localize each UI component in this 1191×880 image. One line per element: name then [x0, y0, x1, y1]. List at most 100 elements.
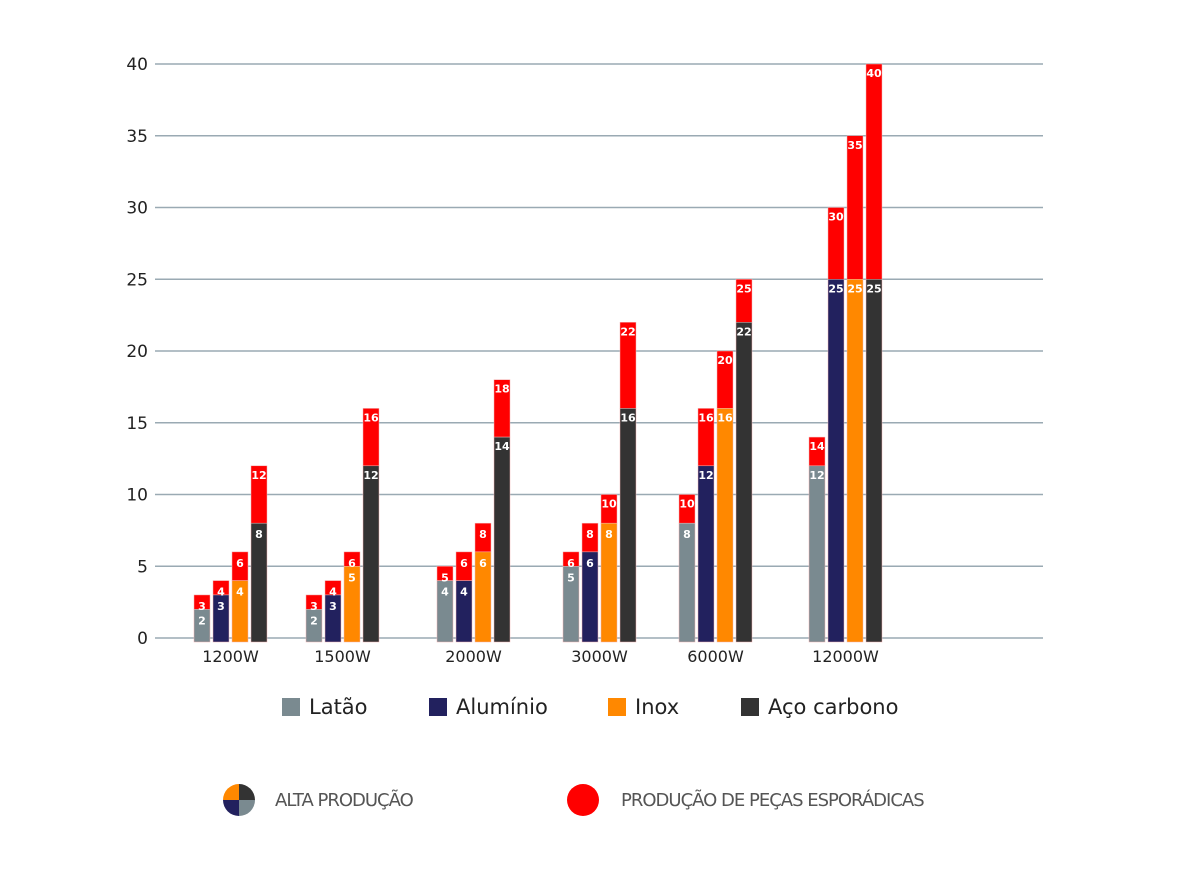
legend-label: Aço carbono: [768, 695, 899, 719]
data-label-high: 25: [866, 282, 881, 295]
data-label-high: 22: [736, 325, 751, 338]
x-tick-label: 12000W: [812, 647, 879, 666]
data-label-high: 12: [363, 469, 378, 482]
y-tick-label: 10: [126, 486, 148, 506]
gridlines: [155, 63, 1043, 639]
bar-high-Latão: [808, 465, 826, 643]
data-label-high: 4: [236, 586, 244, 599]
bar-high-Latão: [193, 609, 211, 643]
data-label-sporadic: 6: [460, 557, 468, 570]
bar-high-Latão: [436, 580, 454, 643]
production-mode-legend: ALTA PRODUÇÃO PRODUÇÃO DE PEÇAS ESPORÁDI…: [0, 780, 1191, 820]
data-label-high: 12: [809, 469, 824, 482]
bar-sporadic-Inox: [846, 135, 864, 280]
y-tick-label: 20: [126, 342, 148, 362]
legend-label: Latão: [309, 695, 368, 719]
data-label-sporadic: 10: [679, 498, 695, 511]
data-label-sporadic: 25: [736, 282, 751, 295]
legend-item-aluminio: Alumínio: [429, 692, 548, 722]
data-label-high: 8: [255, 528, 263, 541]
data-label-sporadic: 3: [310, 600, 318, 613]
materials-legend: Latão Alumínio Inox Aço carbono: [0, 692, 1191, 722]
data-label-sporadic: 30: [828, 211, 844, 224]
legend-item-aco-carbono: Aço carbono: [741, 692, 898, 722]
bar-high-Inox: [716, 408, 734, 643]
x-tick-label: 3000W: [571, 647, 628, 666]
y-tick-label: 0: [137, 629, 148, 649]
legend-item-high-production: ALTA PRODUÇÃO: [223, 780, 414, 820]
data-label-sporadic: 6: [567, 557, 575, 570]
x-axis-ticks: 1200W 1500W 2000W 3000W 6000W 12000W: [202, 647, 879, 666]
data-label-sporadic: 4: [329, 586, 337, 599]
legend-item-latao: Latão: [282, 692, 368, 722]
y-tick-label: 35: [126, 127, 148, 147]
sporadic-production-label: PRODUÇÃO DE PEÇAS ESPORÁDICAS: [621, 789, 925, 811]
bar-high-Aço carbono: [865, 279, 883, 643]
bar-high-Latão: [562, 566, 580, 643]
red-dot-icon: [567, 784, 599, 816]
x-tick-label: 2000W: [445, 647, 502, 666]
bar-high-Inox: [231, 580, 249, 643]
bar-high-Latão: [305, 609, 323, 643]
data-label-sporadic: 14: [809, 440, 825, 453]
inox-swatch-icon: [608, 698, 626, 716]
bar-high-Alumínio: [697, 465, 715, 643]
y-tick-label: 40: [126, 55, 148, 75]
data-label-high: 6: [479, 557, 487, 570]
data-label-sporadic: 8: [586, 528, 594, 541]
legend-item-sporadic-production: PRODUÇÃO DE PEÇAS ESPORÁDICAS: [567, 780, 925, 820]
x-tick-label: 6000W: [687, 647, 744, 666]
data-label-high: 8: [683, 528, 691, 541]
data-label-sporadic: 4: [217, 586, 225, 599]
legend-label: Inox: [635, 695, 680, 719]
data-label-sporadic: 12: [251, 469, 266, 482]
data-label-high: 6: [586, 557, 594, 570]
y-tick-label: 15: [126, 414, 148, 434]
data-label-sporadic: 6: [348, 557, 356, 570]
bar-high-Inox: [343, 566, 361, 643]
data-label-sporadic: 3: [198, 600, 206, 613]
data-label-high: 3: [217, 600, 225, 613]
x-tick-label: 1500W: [314, 647, 371, 666]
data-label-high: 16: [620, 411, 636, 424]
bar-high-Alumínio: [827, 279, 845, 643]
data-label-high: 5: [567, 571, 575, 584]
data-label-high: 14: [494, 440, 510, 453]
legend-item-inox: Inox: [608, 692, 679, 722]
bar-high-Alumínio: [455, 580, 473, 643]
y-axis-ticks: 0 5 10 15 20 25 30 35 40: [126, 55, 148, 649]
data-label-high: 4: [460, 586, 468, 599]
x-tick-label: 1200W: [202, 647, 259, 666]
data-label-high: 12: [698, 469, 713, 482]
aco-carbono-swatch-icon: [741, 698, 759, 716]
bar-high-Alumínio: [212, 594, 230, 643]
bar-high-Alumínio: [324, 594, 342, 643]
data-label-sporadic: 35: [847, 139, 862, 152]
data-label-sporadic: 20: [717, 354, 733, 367]
data-label-sporadic: 10: [601, 498, 617, 511]
data-label-high: 2: [310, 614, 318, 627]
y-tick-label: 25: [126, 270, 148, 290]
bar-high-Alumínio: [581, 551, 599, 643]
data-label-sporadic: 16: [363, 411, 379, 424]
data-label-high: 2: [198, 614, 206, 627]
data-label-sporadic: 5: [441, 571, 449, 584]
bar-high-Aço carbono: [619, 408, 637, 643]
latao-swatch-icon: [282, 698, 300, 716]
bar-high-Aço carbono: [493, 436, 511, 643]
y-tick-label: 5: [137, 557, 148, 577]
bar-high-Inox: [846, 279, 864, 643]
data-label-sporadic: 8: [479, 528, 487, 541]
data-label-high: 3: [329, 600, 337, 613]
data-label-sporadic: 22: [620, 325, 635, 338]
data-label-high: 25: [847, 282, 862, 295]
bar-high-Inox: [600, 522, 618, 643]
data-label-high: 8: [605, 528, 613, 541]
bar-high-Aço carbono: [362, 465, 380, 643]
bar-sporadic-Aço carbono: [865, 63, 883, 280]
quadrant-pie-icon: [223, 784, 255, 816]
bar-high-Aço carbono: [735, 322, 753, 643]
data-label-high: 4: [441, 586, 449, 599]
data-label-sporadic: 16: [698, 411, 714, 424]
